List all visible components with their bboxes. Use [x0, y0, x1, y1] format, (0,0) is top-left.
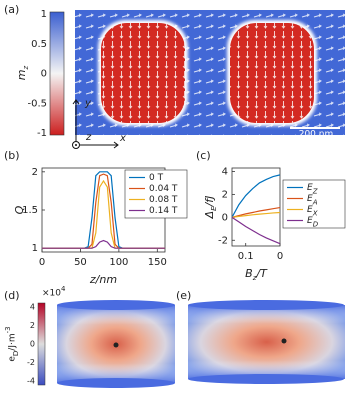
y-tick-label: 0 — [222, 212, 228, 223]
spin-arrows — [230, 23, 314, 123]
line-series — [231, 216, 281, 245]
colorbar-tick-label: 0 — [41, 69, 47, 80]
y-tick-label: 2 — [32, 167, 38, 178]
colorbar-tick-label: 1 — [41, 9, 47, 20]
x-axis-label: Bz/T — [245, 267, 268, 282]
x-tick-label: 0 — [39, 257, 45, 268]
legend-label: EX — [307, 205, 318, 218]
x-tick-label: 50 — [74, 257, 87, 268]
panel-label: (a) — [4, 3, 19, 16]
colorbar — [49, 11, 65, 136]
line-series — [231, 174, 281, 218]
cylinder — [188, 300, 345, 384]
axis-triad — [72, 99, 119, 149]
x-tick-label: 150 — [148, 257, 167, 268]
panel-label: (e) — [176, 289, 191, 302]
colorbar-tick-label: -1 — [37, 128, 47, 139]
spin-arrows — [101, 23, 185, 123]
legend-label: ED — [307, 216, 319, 229]
legend-label: EA — [307, 194, 318, 207]
legend-label: 0.08 T — [149, 195, 178, 205]
legend-label: 0 T — [149, 173, 164, 183]
colorbar-label: mz — [15, 65, 30, 80]
panel-label: (c) — [196, 149, 211, 162]
axis-label: z — [85, 132, 92, 143]
y-tick-label: 2 — [222, 189, 228, 200]
scale-bar-label: 200 nm — [299, 130, 334, 140]
cylinder — [57, 300, 175, 388]
x-tick-label: 0 — [277, 251, 283, 262]
x-tick-label: 100 — [109, 257, 128, 268]
legend-label: EZ — [307, 183, 318, 196]
colorbar-tick-label: -4 — [27, 377, 35, 386]
axis-label: y — [84, 98, 92, 109]
colorbar-multiplier: ×104 — [42, 285, 66, 299]
y-axis-label: ΔE/fJ — [203, 196, 218, 220]
colorbar-tick-label: 2 — [30, 321, 35, 330]
colorbar — [37, 302, 46, 386]
colorbar-label: eD/J·m-3 — [4, 326, 20, 361]
x-tick-label: 0.1 — [238, 251, 254, 262]
y-axis-label: Q — [13, 205, 26, 214]
y-tick-label: 1 — [32, 243, 38, 254]
x-axis-label: z/nm — [89, 273, 117, 286]
y-tick-label: -2 — [218, 235, 228, 246]
line-series — [231, 211, 281, 218]
line-series — [231, 206, 281, 218]
colorbar-tick-label: 0.5 — [31, 39, 47, 50]
colorbar-tick-label: 4 — [30, 303, 35, 312]
legend-label: 0.14 T — [149, 206, 178, 216]
colorbar-tick-label: -2 — [27, 358, 35, 367]
colorbar-tick-label: 0 — [30, 340, 35, 349]
legend-label: 0.04 T — [149, 184, 178, 194]
panel-label: (d) — [4, 289, 20, 302]
y-tick-label: 1.5 — [22, 205, 38, 216]
panel-label: (b) — [4, 149, 20, 162]
colorbar-tick-label: -0.5 — [27, 98, 47, 109]
plot-frame — [231, 167, 281, 247]
line-series — [42, 239, 165, 249]
axis-label: x — [119, 133, 126, 144]
y-tick-label: 4 — [222, 166, 228, 177]
